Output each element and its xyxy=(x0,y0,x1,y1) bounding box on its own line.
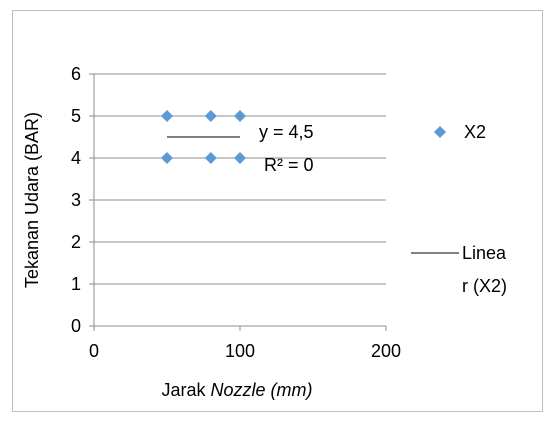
legend-marker-x2 xyxy=(434,126,446,138)
data-point-0-2 xyxy=(234,110,246,122)
data-points xyxy=(161,110,246,164)
x-axis-label-main: Jarak xyxy=(161,380,210,400)
x-axis-label-italic: Nozzle (mm) xyxy=(211,380,313,400)
y-tick-label-1: 1 xyxy=(71,274,81,294)
scatter-chart: 0 1 2 3 4 5 6 0 100 200 y = 4,5 R² = 0 Tekanan U… xyxy=(22,64,507,400)
y-tick-labels: 0 1 2 3 4 5 6 xyxy=(71,64,81,336)
legend-diamond xyxy=(434,126,446,138)
x-tick-labels: 0 100 200 xyxy=(89,341,401,361)
x-tick-label-100: 100 xyxy=(225,341,255,361)
data-point-0-4 xyxy=(204,152,217,164)
gridlines xyxy=(94,73,386,285)
data-point-0-1 xyxy=(204,110,217,122)
axes xyxy=(89,73,387,331)
legend: X2 Linea r (X2) xyxy=(411,122,507,296)
y-tick-label-0: 0 xyxy=(71,316,81,336)
y-tick-label-6: 6 xyxy=(71,64,81,84)
y-axis-label: Tekanan Udara (BAR) xyxy=(22,112,42,288)
x-tick-label-0: 0 xyxy=(89,341,99,361)
data-point-0-3 xyxy=(161,152,173,164)
chart-frame: 0 1 2 3 4 5 6 0 100 200 y = 4,5 R² = 0 Tekanan U… xyxy=(12,10,543,412)
y-tick-label-3: 3 xyxy=(71,190,81,210)
y-tick-label-5: 5 xyxy=(71,106,81,126)
legend-label-trend-line1: Linea xyxy=(462,243,507,263)
y-tick-label-4: 4 xyxy=(71,148,81,168)
trendline-equation: y = 4,5 xyxy=(259,122,314,142)
y-tick-label-2: 2 xyxy=(71,232,81,252)
x-axis-label: Jarak Nozzle (mm) xyxy=(161,380,312,400)
legend-label-x2: X2 xyxy=(464,122,486,142)
trendline-r-squared: R² = 0 xyxy=(264,155,314,175)
legend-label-trend-line2: r (X2) xyxy=(462,276,507,296)
data-point-0-5 xyxy=(234,152,246,164)
x-tick-label-200: 200 xyxy=(371,341,401,361)
data-point-0-0 xyxy=(161,110,173,122)
